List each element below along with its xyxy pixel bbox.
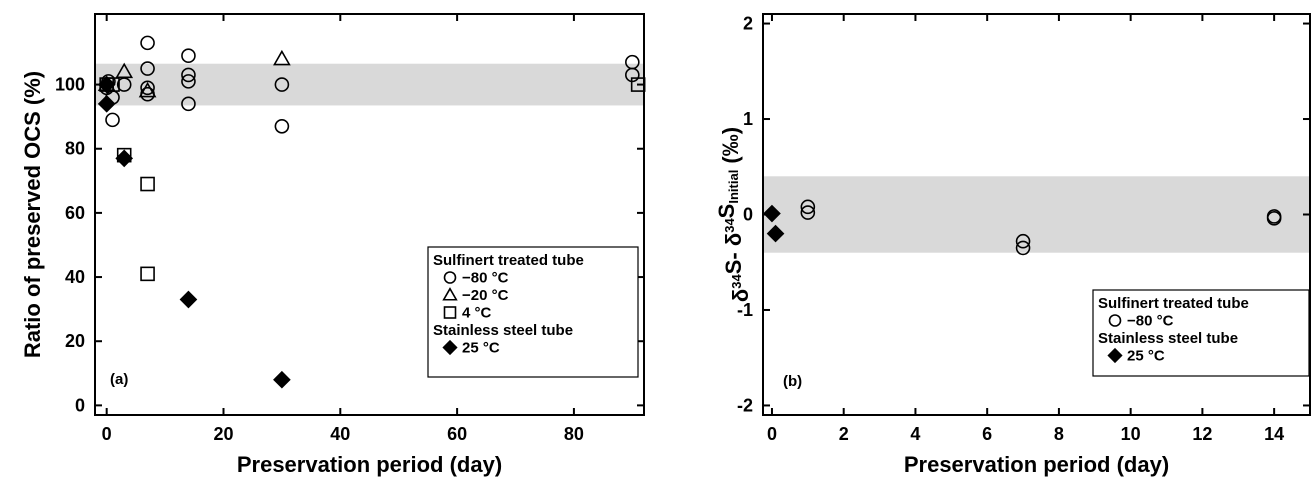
legend-diamond-icon	[1107, 347, 1123, 364]
y-axis-label-part: 34	[729, 274, 744, 289]
data-point-diamond	[766, 224, 785, 243]
x-tick-label: 8	[1054, 424, 1064, 444]
y-tick-label: 80	[65, 139, 85, 159]
x-tick-label: 40	[330, 424, 350, 444]
data-point-circle	[1015, 240, 1031, 256]
y-axis-label-part: S	[714, 204, 739, 219]
x-tick-label: 80	[564, 424, 584, 444]
y-tick-label: 100	[55, 75, 85, 95]
y-axis-label-part: δ	[728, 289, 753, 302]
y-axis-label: Ratio of preserved OCS (%)	[20, 71, 45, 358]
x-tick-label: 4	[910, 424, 920, 444]
x-axis-label: Preservation period (day)	[237, 452, 502, 477]
data-point-diamond	[179, 290, 198, 309]
data-point-circle	[181, 74, 196, 89]
data-point-square	[140, 266, 155, 282]
y-axis-label-part: S	[721, 260, 746, 275]
x-tick-label: 20	[213, 424, 233, 444]
y-tick-label: 0	[743, 205, 753, 225]
data-point-circle	[1015, 233, 1031, 249]
x-tick-label: 2	[839, 424, 849, 444]
data-point-diamond	[97, 75, 116, 94]
x-tick-label: 6	[982, 424, 992, 444]
data-point-triangle	[273, 49, 291, 66]
data-point-circle	[800, 205, 816, 220]
data-point-circle	[105, 112, 120, 128]
series-circle	[800, 199, 1282, 256]
x-tick-label: 10	[1121, 424, 1141, 444]
data-point-circle	[140, 35, 155, 51]
plot-frame	[94, 13, 645, 416]
y-tick-label: 20	[65, 331, 85, 351]
y-axis-label-part: -	[721, 246, 746, 259]
legend-circle-icon	[1108, 314, 1122, 327]
y-tick-label: 2	[743, 14, 753, 34]
y-tick-label: 60	[65, 203, 85, 223]
panel-label: (b)	[783, 373, 802, 390]
x-tick-label: 14	[1264, 424, 1284, 444]
data-point-circle	[181, 67, 196, 83]
x-tick-label: 12	[1192, 424, 1212, 444]
y-tick-label: 0	[75, 395, 85, 415]
legend-group-label: Stainless steel tube	[433, 322, 573, 339]
data-point-circle	[181, 48, 196, 64]
data-point-diamond	[97, 94, 116, 113]
data-point-diamond	[273, 370, 291, 389]
y-tick-label: -2	[737, 395, 753, 415]
legend-entry-label: −80 °C	[462, 270, 509, 287]
y-axis-label-part: δ	[721, 233, 746, 246]
x-tick-label: 0	[767, 424, 777, 444]
y-axis-label-part: Initial	[726, 170, 741, 204]
data-point-diamond	[763, 204, 781, 223]
legend-group-label: Sulfinert treated tube	[1098, 295, 1249, 312]
x-tick-label: 60	[447, 424, 467, 444]
legend-group-label: Stainless steel tube	[1098, 330, 1238, 347]
legend-circle-icon	[443, 271, 457, 284]
chart-panel-a: 0 20 40 60 80 0 20 40 60 80 100 Preservation period…	[20, 13, 646, 477]
legend-box	[1092, 289, 1310, 377]
panel-label: (a)	[110, 371, 128, 388]
data-point-circle	[800, 199, 816, 215]
data-point-circle	[274, 118, 290, 134]
y-tick-label: -1	[737, 300, 753, 320]
legend-entry-label: −80 °C	[1127, 313, 1174, 330]
data-point-circle	[140, 80, 155, 96]
data-point-square	[140, 176, 155, 192]
legend-entry-label: 25 °C	[1127, 348, 1165, 365]
y-axis-label-part: (‰)	[718, 127, 743, 170]
x-tick-label: 0	[102, 424, 112, 444]
data-point-square	[630, 77, 646, 92]
data-point-circle	[274, 77, 290, 92]
y-tick-label: 40	[65, 267, 85, 287]
uncertainty-band	[763, 176, 1310, 253]
legend-square-icon	[443, 306, 457, 319]
uncertainty-band	[95, 63, 644, 106]
y-tick-label: 1	[743, 109, 753, 129]
y-axis-label-part: 34	[722, 218, 737, 233]
legend-entry-label: −20 °C	[462, 287, 509, 304]
legend-group-label: Sulfinert treated tube	[433, 252, 584, 269]
legend-entry-label: 4 °C	[462, 305, 492, 322]
data-point-circle	[140, 61, 155, 76]
y-axis-label: δ34S- δ34SInitial (‰)	[714, 127, 753, 302]
legend-triangle-icon	[442, 287, 458, 301]
data-point-triangle	[138, 81, 157, 98]
data-point-circle	[181, 96, 196, 112]
data-point-triangle	[115, 62, 134, 79]
series-diamond	[763, 204, 785, 243]
data-point-circle	[1266, 211, 1282, 226]
legend-entry-label: 25 °C	[462, 340, 500, 357]
legend-diamond-icon	[442, 339, 458, 356]
series-diamond	[97, 75, 291, 389]
legend-box	[427, 246, 639, 378]
data-point-diamond	[115, 149, 134, 168]
x-axis-label: Preservation period (day)	[904, 452, 1169, 477]
